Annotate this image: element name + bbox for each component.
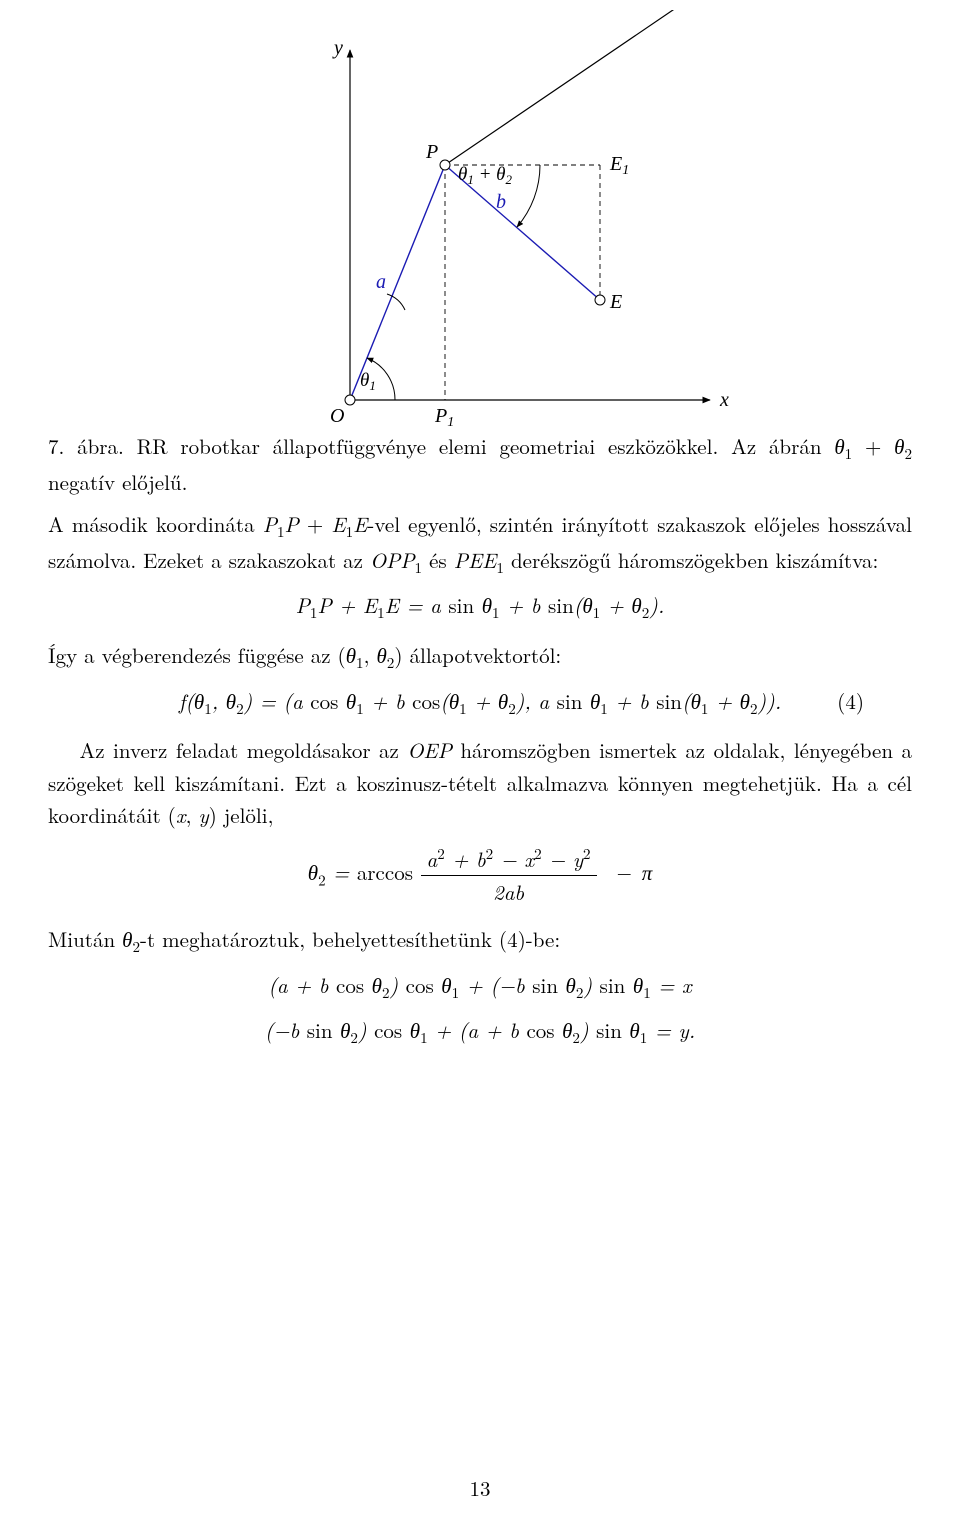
extended-line	[445, 10, 695, 165]
label-theta1: θ1	[360, 370, 376, 393]
node-P	[440, 160, 450, 170]
paragraph-2: Így a végberendezés függése az (θ1, θ2) …	[48, 639, 912, 675]
node-O	[345, 395, 355, 405]
paragraph-4: Miután θ2-t meghatároztuk, behelyettesít…	[48, 923, 912, 959]
caption-text: RR robotkar állapotfüggvénye elemi geome…	[48, 431, 912, 497]
label-O: O	[330, 405, 344, 427]
label-b: b	[496, 191, 506, 213]
x-axis-label: x	[719, 389, 729, 411]
label-P: P	[425, 141, 438, 163]
arc-theta-sum	[517, 165, 540, 227]
page-number: 13	[0, 1473, 960, 1503]
equation-theta2: θ2 = arccos a2 + b2 − x2 − y2 2ab − π	[48, 842, 912, 909]
figure-caption: 7. ábra. RR robotkar állapotfüggvénye el…	[48, 430, 912, 498]
y-axis-label: y	[332, 37, 343, 59]
label-E: E	[609, 291, 622, 313]
node-E	[595, 295, 605, 305]
equation-system-1: (a + b cos θ2) cos θ1 + (−b sin θ2) sin …	[48, 969, 912, 1005]
label-P1: P1	[434, 405, 454, 430]
equation-P1P: P1P + E1E = a sin θ1 + b sin(θ1 + θ2).	[48, 589, 912, 625]
rr-arm-figure: x y O P1 P E E1 a b θ1 θ1 + θ2	[200, 0, 760, 430]
figure-svg: x y O P1 P E E1 a b θ1 θ1 + θ2	[200, 10, 760, 430]
caption-prefix: 7. ábra.	[48, 431, 124, 461]
label-E1: E1	[609, 153, 629, 178]
label-theta-sum: θ1 + θ2	[458, 164, 513, 187]
equation-number-4: (4)	[837, 685, 864, 718]
equation-system-2: (−b sin θ2) cos θ1 + (a + b cos θ2) sin …	[48, 1014, 912, 1050]
paragraph-1: A második koordináta P1P + E1E-vel egyen…	[48, 508, 912, 579]
arm-segment-a	[350, 165, 445, 400]
paragraph-3: Az inverz feladat megoldásakor az OEP há…	[48, 734, 912, 832]
equation-f: f(θ1, θ2) = (a cos θ1 + b cos(θ1 + θ2), …	[48, 685, 912, 721]
label-a: a	[376, 271, 386, 293]
